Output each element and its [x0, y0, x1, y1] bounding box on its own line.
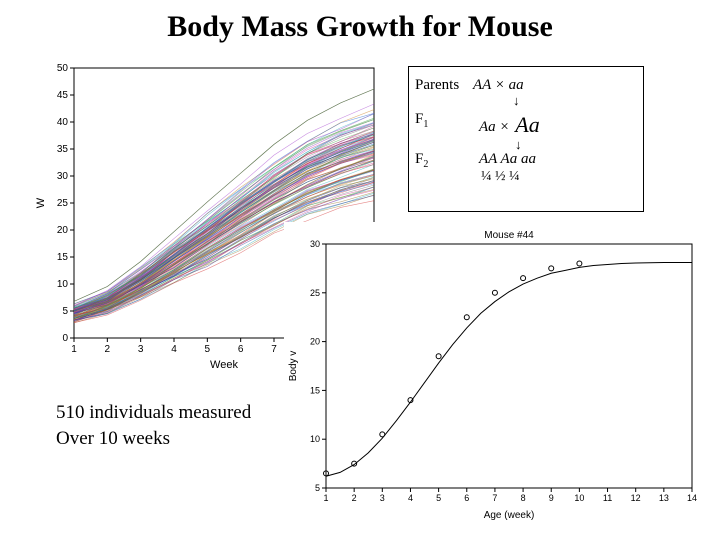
gen-f1-genotypes: Aa × Aa — [479, 111, 540, 137]
svg-text:30: 30 — [57, 171, 69, 182]
svg-text:5: 5 — [436, 493, 441, 503]
mouse44-growth-chart: Mouse #44510152025301234567891011121314A… — [284, 222, 704, 522]
svg-text:8: 8 — [521, 493, 526, 503]
svg-text:1: 1 — [71, 344, 77, 355]
svg-text:Body v: Body v — [288, 351, 299, 382]
svg-text:20: 20 — [57, 225, 69, 236]
svg-text:Week: Week — [210, 359, 238, 371]
caption-text: 510 individuals measured Over 10 weeks — [56, 400, 251, 451]
gen-label-f1: F1 — [415, 111, 428, 130]
svg-text:10: 10 — [574, 493, 584, 503]
svg-text:2: 2 — [352, 493, 357, 503]
svg-text:5: 5 — [315, 483, 320, 493]
svg-text:7: 7 — [271, 344, 277, 355]
svg-text:6: 6 — [238, 344, 244, 355]
svg-text:30: 30 — [310, 239, 320, 249]
gen-f2-ratio: ¼ ½ ¼ — [481, 169, 520, 185]
svg-text:35: 35 — [57, 144, 69, 155]
genetics-cross-box: Parents AA × aa ↓ F1 Aa × Aa ↓ F2 AA Aa … — [408, 66, 644, 212]
svg-text:20: 20 — [310, 337, 320, 347]
svg-text:13: 13 — [659, 493, 669, 503]
svg-text:25: 25 — [57, 198, 69, 209]
svg-text:6: 6 — [464, 493, 469, 503]
gen-label-f2: F2 — [415, 151, 428, 170]
svg-text:3: 3 — [380, 493, 385, 503]
page-title: Body Mass Growth for Mouse — [0, 0, 720, 48]
svg-text:4: 4 — [408, 493, 413, 503]
svg-text:W: W — [35, 197, 47, 208]
svg-text:12: 12 — [631, 493, 641, 503]
svg-text:Mouse #44: Mouse #44 — [484, 230, 534, 241]
svg-text:15: 15 — [57, 252, 69, 263]
svg-text:2: 2 — [105, 344, 111, 355]
svg-text:11: 11 — [603, 493, 612, 503]
svg-text:5: 5 — [205, 344, 211, 355]
svg-text:9: 9 — [549, 493, 554, 503]
svg-text:Age (week): Age (week) — [484, 510, 535, 521]
svg-text:0: 0 — [62, 333, 68, 344]
svg-text:25: 25 — [310, 288, 320, 298]
svg-text:5: 5 — [62, 306, 68, 317]
svg-text:10: 10 — [57, 279, 69, 290]
svg-text:15: 15 — [310, 385, 320, 395]
svg-text:10: 10 — [310, 434, 320, 444]
svg-text:40: 40 — [57, 117, 69, 128]
svg-text:14: 14 — [687, 493, 697, 503]
svg-text:45: 45 — [57, 90, 69, 101]
gen-f2-genotypes: AA Aa aa — [479, 151, 536, 168]
gen-parents-genotypes: AA × aa — [473, 77, 524, 94]
gen-label-parents: Parents — [415, 77, 459, 94]
svg-text:1: 1 — [323, 493, 328, 503]
svg-text:3: 3 — [138, 344, 144, 355]
svg-text:7: 7 — [492, 493, 497, 503]
svg-text:4: 4 — [171, 344, 177, 355]
svg-text:50: 50 — [57, 63, 69, 74]
